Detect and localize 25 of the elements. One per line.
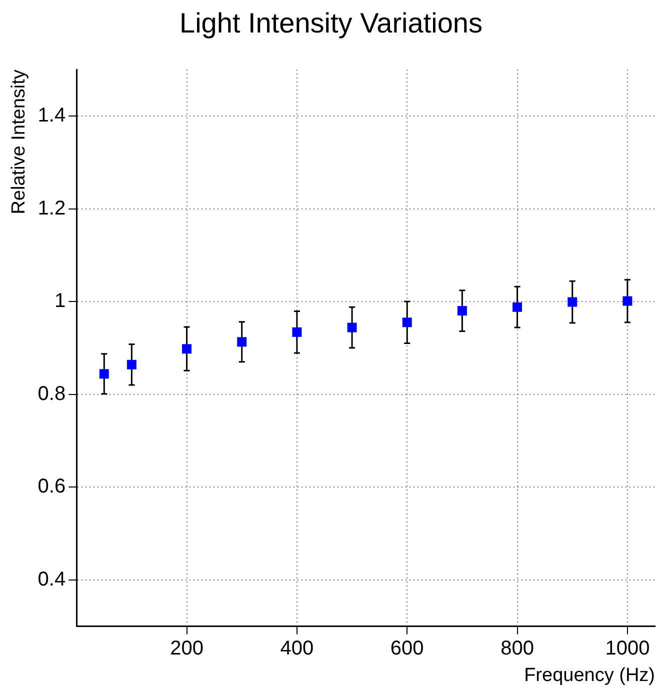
point — [347, 322, 357, 332]
y-tick-label: 1.4 — [38, 104, 66, 126]
x-tick-label: 600 — [390, 638, 424, 660]
point — [182, 344, 192, 354]
x-tick-label: 200 — [170, 638, 204, 660]
x-tick-label: 400 — [280, 638, 314, 660]
y-tick-label: 0.6 — [38, 476, 66, 498]
point — [237, 337, 247, 347]
y-tick-label: 1.2 — [38, 197, 66, 220]
y-tick-label: 1 — [54, 290, 66, 312]
x-tick-label: 1000 — [605, 638, 650, 660]
point — [457, 306, 467, 316]
x-tick-label: 800 — [500, 638, 534, 660]
point — [402, 318, 412, 328]
point — [622, 296, 632, 306]
y-tick-label: 0.8 — [38, 382, 66, 405]
x-axis-title: Frequency (Hz) — [524, 664, 655, 686]
point — [99, 369, 109, 379]
point — [568, 297, 578, 307]
chart-title: Light Intensity Variations — [180, 8, 482, 39]
point — [512, 302, 522, 312]
point — [126, 360, 136, 370]
y-tick-label: 0.4 — [38, 568, 66, 590]
y-axis-title: Relative Intensity — [8, 69, 30, 214]
point — [292, 327, 302, 337]
